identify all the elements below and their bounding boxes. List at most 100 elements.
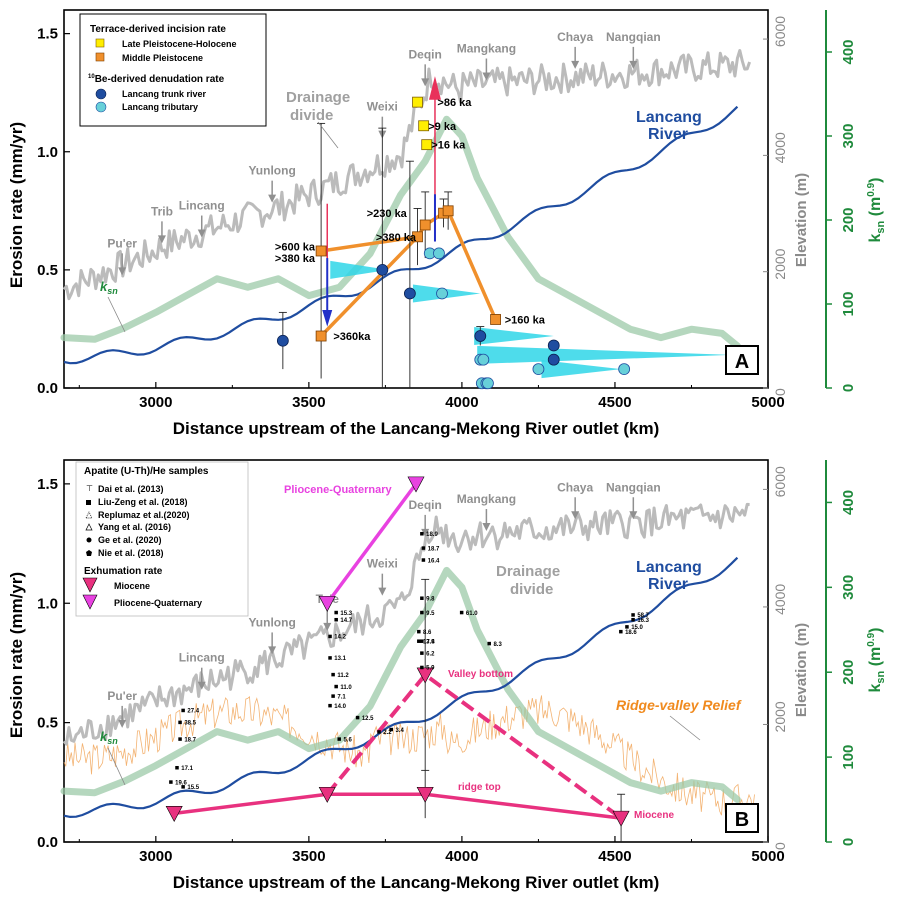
- ksn-tick-label: 100: [840, 745, 857, 770]
- elev-tick-label: 0: [772, 842, 788, 850]
- panel-b-frame: [63, 459, 769, 843]
- y-tick-label: 0.0: [37, 834, 58, 851]
- age-label: >230 ka: [367, 208, 408, 220]
- ksn-profile: [60, 115, 741, 350]
- legend-a-late-swatch: [95, 38, 105, 48]
- middle-pleistocene-point: [442, 205, 454, 217]
- age-label: >9 ka: [428, 121, 457, 133]
- legend-a-trib-swatch: [95, 101, 107, 113]
- sample-age-label: 3.9: [426, 639, 435, 645]
- x-tick-label: 4500: [598, 848, 631, 865]
- legend-b-item1: Dai et al. (2013): [98, 484, 164, 494]
- late-pleistocene-point: [412, 96, 423, 108]
- sample-age-label: 14.2: [334, 635, 346, 641]
- place-label: Yunlong: [248, 164, 295, 178]
- sample-age-label: 15.0: [631, 625, 643, 631]
- panel-b-legend-box: [75, 461, 249, 617]
- sample-point: [337, 737, 341, 741]
- sample-point: [328, 703, 332, 708]
- panel-b-y3label: ksn (m0.9): [866, 628, 887, 693]
- panel-b-label: B: [735, 809, 749, 831]
- place-label: Deqin: [409, 498, 442, 512]
- annot-relief: Ridge-valley Relief: [616, 697, 742, 713]
- sample-age-label: 58.7: [637, 613, 649, 619]
- x-tick-label: 5000: [751, 394, 784, 411]
- sample-point: [331, 694, 335, 698]
- panel-b-x-ticks: 3000 3500 4000 4500 5000: [78, 836, 785, 865]
- panel-b-badge: [725, 803, 759, 833]
- sample-point: [420, 665, 424, 670]
- sample-age-label: 15.5: [187, 785, 199, 791]
- place-label: Nangqian: [606, 480, 661, 494]
- sample-age-label: 16.4: [428, 558, 440, 564]
- place-label: Lincang: [179, 651, 225, 665]
- sample-age-label: 11.2: [337, 673, 349, 679]
- panel-a-xlabel: Distance upstream of the Lancang-Mekong …: [173, 419, 659, 438]
- panel-a-legend-box: [79, 13, 267, 127]
- late-pleistocene-point: [421, 139, 433, 151]
- sample-age-label: 17.1: [181, 766, 193, 772]
- divide-profile: [62, 502, 750, 746]
- sample-age-label: 18.7: [184, 737, 196, 743]
- legend-b-dai-symbol: ⊤: [86, 484, 93, 493]
- tributary-point: [532, 363, 545, 376]
- panel-b-river-label-2: River: [648, 576, 688, 593]
- sample-point: [420, 610, 424, 615]
- legend-b-item8: Pliocene-Quaternary: [114, 598, 202, 608]
- river-profile: [63, 105, 739, 365]
- x-tick-label: 4000: [445, 394, 478, 411]
- place-label: Chaya: [557, 30, 593, 44]
- panel-b-divide-label-1: Drainage: [496, 563, 560, 580]
- sample-age-label: 2.2: [383, 730, 392, 736]
- place-label: Mangkang: [457, 42, 516, 56]
- place-label: Trib: [151, 204, 173, 218]
- cyan-wedge: [477, 345, 732, 364]
- sample-age-label: 8.3: [493, 642, 502, 648]
- place-arrowhead: [378, 587, 387, 596]
- legend-b-plioq-swatch: [82, 594, 98, 610]
- place-arrowhead: [118, 267, 127, 276]
- elev-tick-label: 4000: [772, 132, 788, 163]
- place-label: Lincang: [179, 199, 225, 213]
- panel-a-place-markers: Pu'er Trib Lincang Yunlong Weixi Deqin Mangkan…: [107, 30, 661, 276]
- panel-a-badge: [725, 345, 759, 375]
- ksn-tick-label: 0: [840, 384, 857, 392]
- panel-b-divide-label-2: divide: [510, 581, 553, 598]
- late-pleistocene-point: [418, 120, 430, 132]
- panel-b-y-ticks: 0.0 0.5 1.0 1.5: [37, 476, 70, 851]
- sample-point: [178, 737, 182, 741]
- sample-point: [334, 617, 338, 622]
- place-arrowhead: [571, 60, 580, 69]
- annot-valley-bottom: Valley bottom: [448, 669, 513, 680]
- legend-b-yang-symbol: [85, 523, 93, 531]
- legend-a-item4: Lancang tributary: [122, 102, 198, 112]
- panel-a-river-label-1: Lancang: [636, 109, 702, 126]
- age-label: >16 ka: [431, 140, 466, 152]
- y-tick-label: 1.5: [37, 26, 58, 43]
- sample-point: [631, 617, 635, 622]
- place-arrowhead: [323, 622, 332, 631]
- place-arrowhead: [157, 235, 166, 244]
- trunk-point: [547, 353, 560, 366]
- sample-point: [175, 765, 179, 770]
- x-tick-label: 3000: [139, 848, 172, 865]
- legend-b-item7: Miocene: [114, 581, 150, 591]
- sample-point: [487, 641, 491, 646]
- sample-age-label: 14.7: [340, 618, 352, 624]
- panel-b-drainage-divide: [62, 502, 750, 746]
- sample-age-label: 18.6: [625, 630, 637, 636]
- panel-b-legend: Apatite (U-Th)/He samples ⊤ Dai et al. (…: [75, 461, 249, 617]
- y-tick-label: 0.0: [37, 380, 58, 397]
- middle-pleistocene-line-2: [319, 235, 419, 338]
- sample-age-label: 61.0: [466, 611, 478, 617]
- sample-age-label: 18.9: [426, 532, 438, 538]
- sample-age-label: 14.0: [334, 704, 346, 710]
- legend-a-item3: Lancang trunk river: [122, 89, 207, 99]
- age-label: >380 ka: [275, 253, 316, 265]
- sample-point: [459, 610, 464, 615]
- age-label: >600 ka: [275, 241, 316, 253]
- sample-age-label: 8.6: [423, 630, 432, 636]
- sample-point: [334, 684, 338, 689]
- sample-point: [377, 730, 381, 734]
